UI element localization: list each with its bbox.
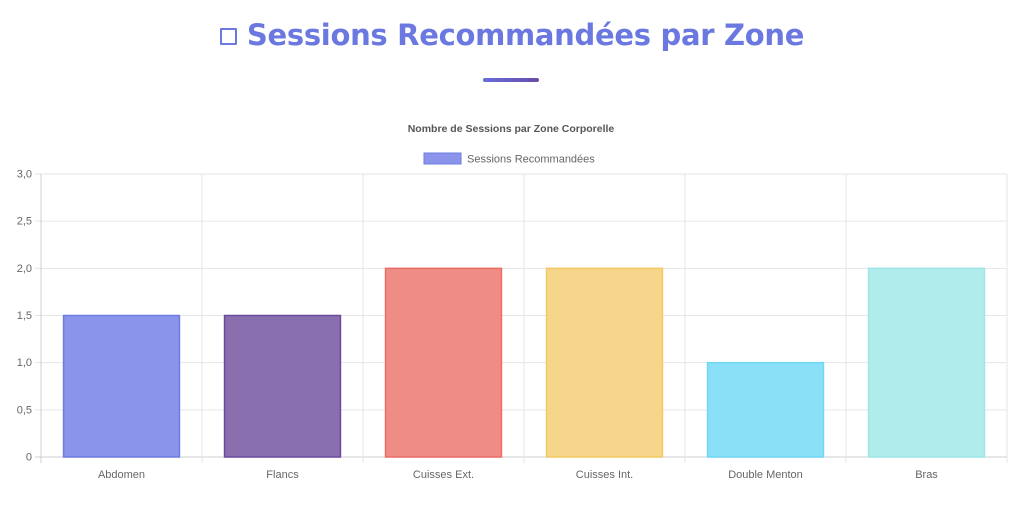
y-tick-label: 3,0 [17, 169, 32, 181]
x-tick-label: Bras [915, 469, 938, 481]
bar[interactable] [62, 314, 181, 458]
bar[interactable] [545, 267, 664, 458]
page-header: Sessions Recommandées par Zone [0, 18, 1024, 52]
bar[interactable] [706, 361, 825, 458]
y-tick-label: 0,5 [17, 404, 32, 416]
bar[interactable] [223, 314, 342, 458]
x-tick-label: Cuisses Int. [576, 469, 633, 481]
bar[interactable] [867, 267, 986, 458]
legend-swatch [423, 152, 462, 165]
square-outline-icon [219, 27, 237, 45]
chart-bars [62, 267, 986, 458]
chart-grid [35, 173, 1008, 463]
chart-title: Nombre de Sessions par Zone Corporelle [408, 123, 615, 135]
x-tick-label: Double Menton [728, 469, 803, 481]
x-axis: Abdomen Flancs Cuisses Ext. Cuisses Int. Dou… [98, 469, 938, 481]
legend-label: Sessions Recommandées [467, 154, 595, 166]
x-tick-label: Cuisses Ext. [413, 469, 474, 481]
y-axis: 0 0,5 1,0 1,5 2,0 2,5 3,0 [17, 169, 32, 464]
y-tick-label: 1,0 [17, 357, 32, 369]
y-tick-label: 2,0 [17, 263, 32, 275]
title-underline [483, 78, 539, 82]
page-title: Sessions Recommandées par Zone [219, 18, 805, 52]
y-tick-label: 0 [26, 452, 32, 464]
x-tick-label: Abdomen [98, 469, 145, 481]
x-tick-label: Flancs [266, 469, 299, 481]
chart-legend[interactable]: Sessions Recommandées [423, 152, 595, 166]
y-tick-label: 2,5 [17, 216, 32, 228]
y-tick-label: 1,5 [17, 310, 32, 322]
bar[interactable] [384, 267, 503, 458]
page-title-text: Sessions Recommandées par Zone [246, 18, 805, 52]
